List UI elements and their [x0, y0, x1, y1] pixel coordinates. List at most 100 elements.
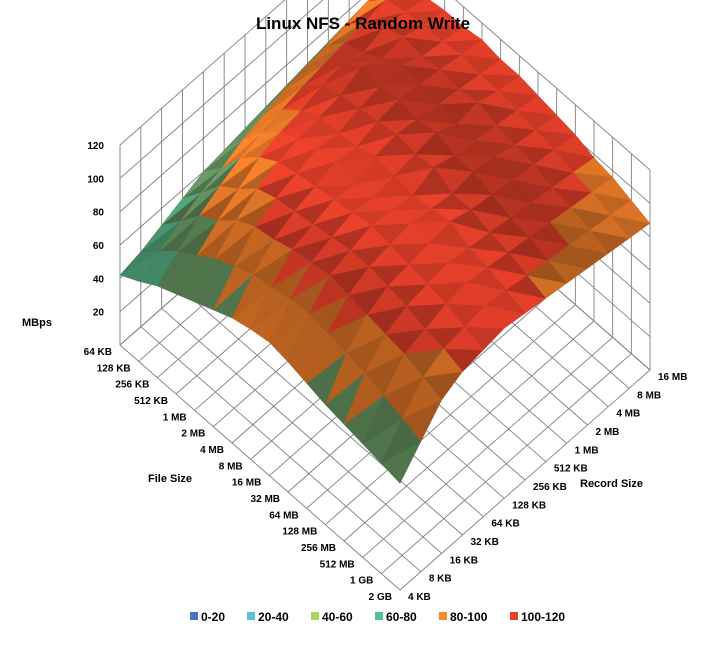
surface-facet: [331, 212, 372, 238]
surface-facet: [319, 95, 360, 118]
surface-facet: [321, 63, 363, 86]
gridline: [161, 307, 442, 554]
legend-swatch: [311, 612, 319, 620]
surface-facet: [286, 46, 327, 86]
surface-facet: [277, 138, 319, 163]
surface-facet: [389, 223, 430, 246]
surface-facet: [470, 194, 512, 218]
legend-swatch: [510, 612, 518, 620]
legend-label: 100-120: [521, 610, 565, 624]
gridline: [119, 0, 286, 146]
surface-facet: [298, 116, 339, 139]
y-tick-label: 1 MB: [575, 445, 599, 456]
x-tick-label: 32 MB: [251, 494, 280, 505]
surface-facet: [526, 260, 568, 284]
surface-facet: [533, 149, 574, 173]
surface-facet: [271, 249, 312, 288]
surface-facet: [269, 298, 310, 343]
surface-facet: [362, 395, 403, 445]
surface-facet: [497, 75, 539, 96]
z-tick-label: 20: [93, 308, 105, 319]
surface-facet: [236, 188, 277, 221]
surface-facet: [466, 267, 507, 291]
legend-label: 60-80: [386, 610, 417, 624]
surface-facet: [420, 41, 462, 57]
x-tick-label: 64 MB: [269, 510, 298, 521]
surface-facet: [433, 155, 474, 172]
surface-facet: [391, 195, 433, 211]
surface-facet: [327, 294, 368, 334]
x-tick-label: 128 MB: [282, 527, 317, 538]
surface-facet: [159, 215, 200, 252]
surface-facet: [329, 250, 370, 276]
surface-facet: [177, 215, 219, 252]
surface-facet: [362, 27, 404, 53]
surface-facet: [254, 198, 295, 228]
surface-facet: [510, 202, 551, 223]
surface-facet: [400, 56, 441, 70]
surface-facet: [508, 237, 549, 261]
surface-facet: [219, 157, 260, 187]
surface-facet: [403, 328, 445, 355]
surface-facet: [591, 177, 632, 201]
z-tick-label: 60: [93, 241, 105, 252]
surface-facet: [238, 157, 279, 190]
surface-facet: [275, 173, 316, 199]
surface-facet: [418, 69, 460, 90]
surface-facet: [554, 134, 595, 158]
surface-facet: [361, 58, 401, 68]
surface-facet: [221, 132, 262, 169]
surface-facet: [244, 89, 285, 129]
surface-facet: [426, 262, 468, 285]
gridline: [119, 344, 401, 591]
x-tick-label: 64 KB: [84, 347, 112, 358]
surface-facet: [307, 24, 348, 64]
x-tick-label: 2 GB: [369, 592, 392, 603]
surface-facet: [291, 224, 333, 250]
surface-facet: [324, 352, 366, 406]
surface-facet: [429, 221, 470, 248]
legend-swatch: [375, 612, 383, 620]
gridline: [455, 0, 651, 171]
surface-facet: [119, 251, 161, 276]
surface-facet: [259, 132, 300, 158]
x-tick-label: 1 MB: [163, 412, 187, 423]
y-tick-label: 8 MB: [637, 390, 661, 401]
surface-facet: [387, 264, 428, 287]
surface-facet: [383, 353, 424, 397]
surface-facet: [422, 348, 463, 378]
surface-facet: [449, 209, 491, 234]
surface-facet: [305, 42, 345, 69]
surface-facet: [477, 90, 518, 111]
surface-facet: [323, 42, 365, 65]
surface-facet: [368, 244, 410, 267]
surface-facet: [224, 114, 264, 151]
surface-facet: [445, 282, 486, 306]
legend-label: 80-100: [450, 610, 488, 624]
x-tick-label: 4 MB: [200, 445, 224, 456]
surface-facet: [423, 10, 464, 27]
surface-facet: [343, 372, 384, 425]
x-tick-label: 1 GB: [350, 576, 373, 587]
surface-facet: [435, 123, 477, 141]
surface-facet: [273, 211, 314, 241]
y-tick-label: 16 KB: [450, 555, 478, 566]
z-tick-label: 100: [87, 174, 104, 185]
surface-facet: [474, 125, 516, 146]
surface-facet: [300, 85, 341, 112]
surface-facet: [342, 52, 383, 65]
surface-facet: [439, 54, 481, 75]
surface-facet: [351, 197, 393, 213]
gridline: [182, 289, 463, 536]
gridline: [140, 326, 422, 573]
surface-facet: [570, 192, 612, 216]
y-tick-label: 16 MB: [658, 372, 687, 383]
surface-facet: [395, 119, 437, 135]
y-tick-label: 32 KB: [471, 537, 499, 548]
surface-facet: [194, 258, 235, 303]
surface-facet: [365, 0, 406, 22]
surface-facet: [437, 89, 479, 105]
surface-facet: [367, 0, 372, 2]
surface-facet: [346, 0, 386, 25]
